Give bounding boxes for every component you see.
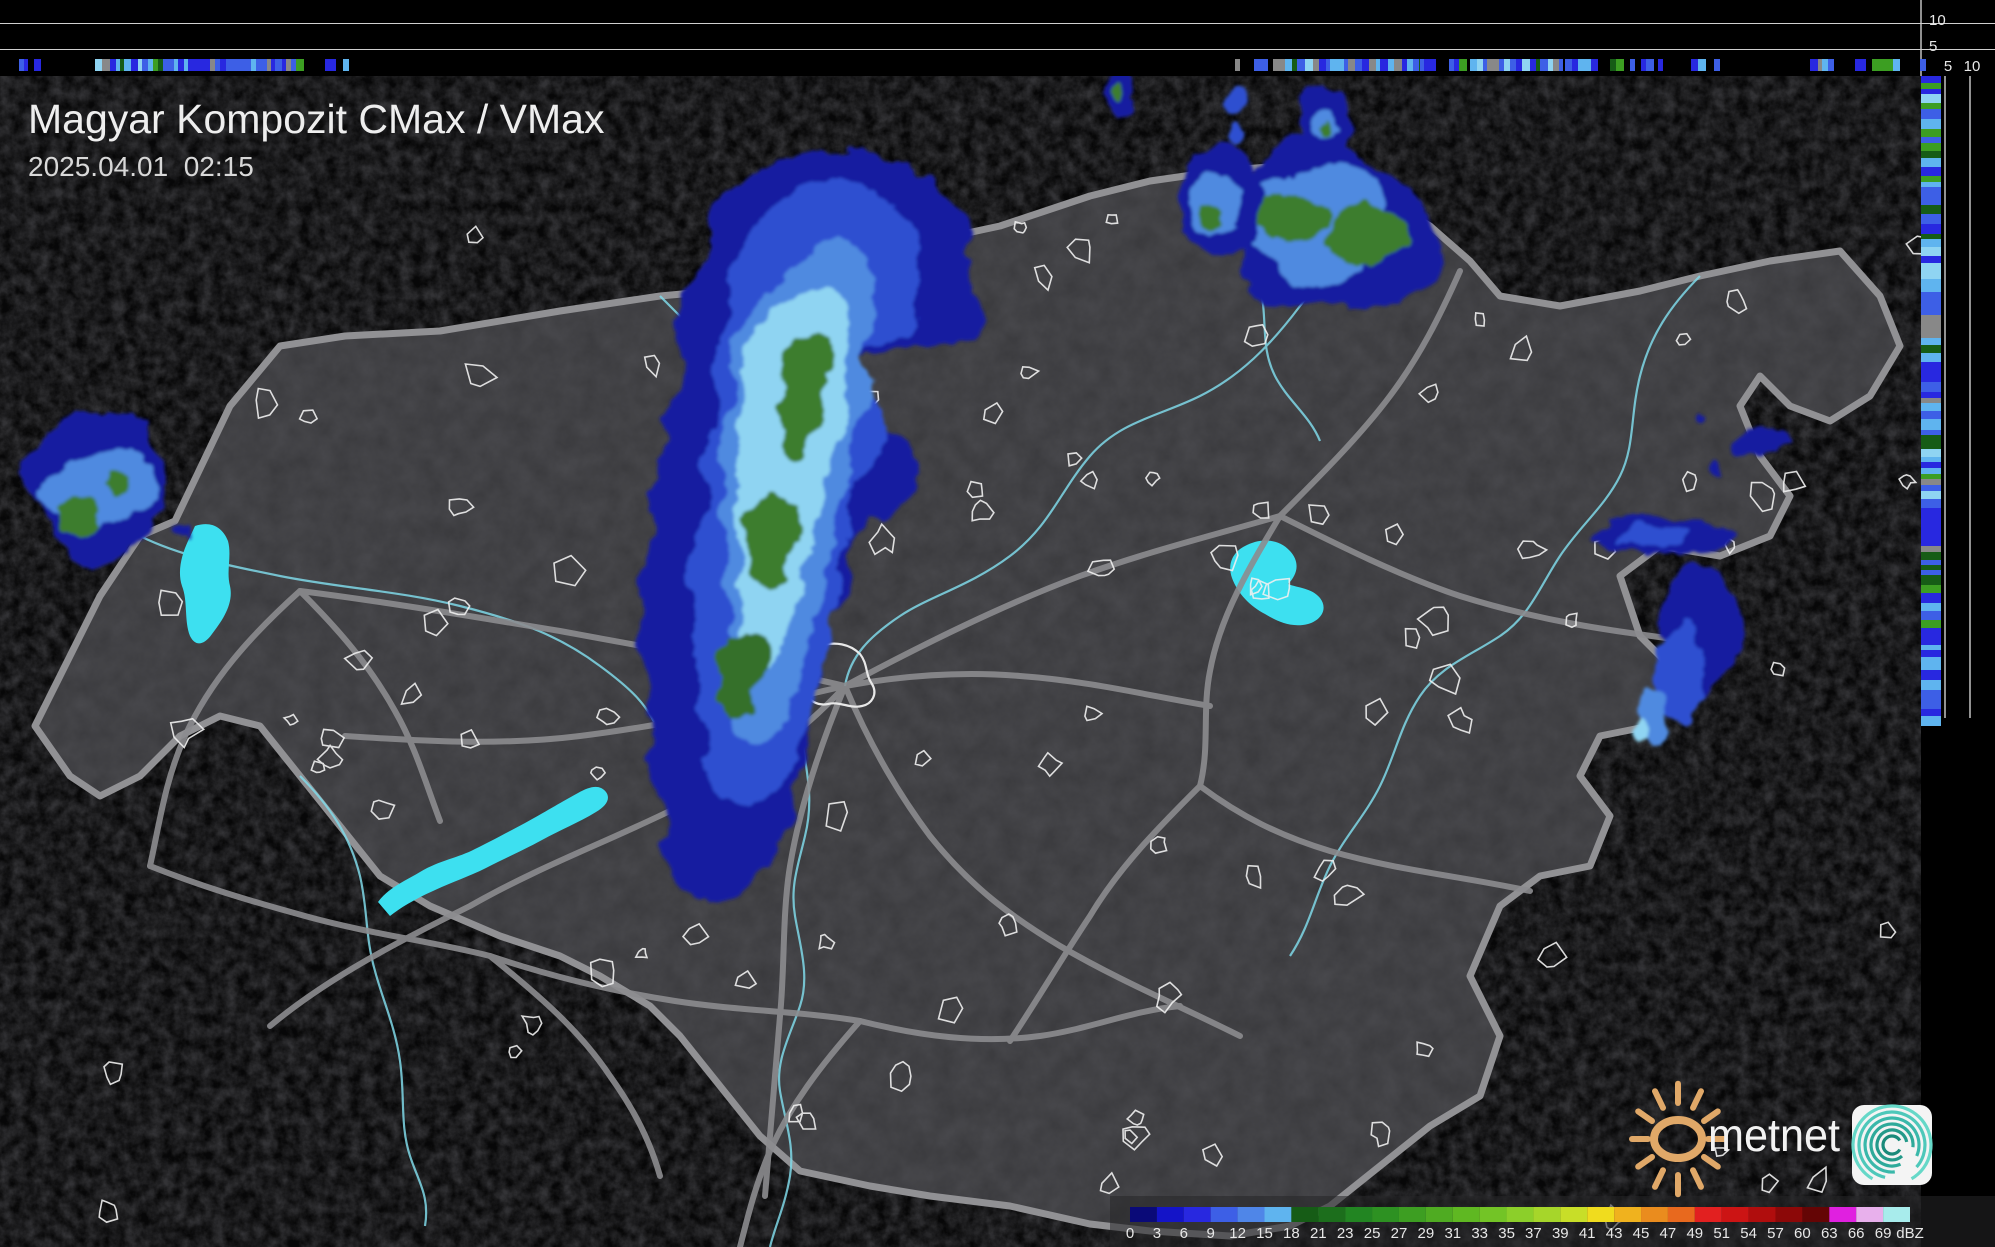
svg-text:23: 23 xyxy=(1337,1225,1354,1242)
svg-text:21: 21 xyxy=(1310,1225,1327,1242)
svg-text:5: 5 xyxy=(1944,58,1952,75)
svg-text:37: 37 xyxy=(1525,1225,1542,1242)
svg-text:10: 10 xyxy=(1964,58,1981,75)
svg-text:54: 54 xyxy=(1740,1225,1757,1242)
svg-text:metnet: metnet xyxy=(1708,1109,1840,1161)
svg-text:18: 18 xyxy=(1283,1225,1300,1242)
svg-text:43: 43 xyxy=(1606,1225,1623,1242)
svg-text:45: 45 xyxy=(1633,1225,1650,1242)
svg-text:10: 10 xyxy=(1929,12,1946,29)
svg-text:dBZ: dBZ xyxy=(1896,1225,1924,1242)
svg-text:49: 49 xyxy=(1686,1225,1703,1242)
svg-text:51: 51 xyxy=(1713,1225,1730,1242)
svg-text:5: 5 xyxy=(1929,38,1937,55)
svg-text:33: 33 xyxy=(1471,1225,1488,1242)
svg-text:31: 31 xyxy=(1444,1225,1461,1242)
svg-text:15: 15 xyxy=(1256,1225,1273,1242)
svg-text:41: 41 xyxy=(1579,1225,1596,1242)
svg-text:29: 29 xyxy=(1418,1225,1435,1242)
svg-text:35: 35 xyxy=(1498,1225,1515,1242)
svg-text:12: 12 xyxy=(1229,1225,1246,1242)
svg-text:66: 66 xyxy=(1848,1225,1865,1242)
svg-text:0: 0 xyxy=(1126,1225,1134,1242)
svg-text:47: 47 xyxy=(1660,1225,1677,1242)
svg-text:9: 9 xyxy=(1207,1225,1215,1242)
svg-text:63: 63 xyxy=(1821,1225,1838,1242)
svg-text:27: 27 xyxy=(1391,1225,1408,1242)
svg-text:25: 25 xyxy=(1364,1225,1381,1242)
svg-text:60: 60 xyxy=(1794,1225,1811,1242)
svg-text:3: 3 xyxy=(1153,1225,1161,1242)
svg-text:6: 6 xyxy=(1180,1225,1188,1242)
svg-text:39: 39 xyxy=(1552,1225,1569,1242)
svg-text:57: 57 xyxy=(1767,1225,1784,1242)
svg-text:69: 69 xyxy=(1875,1225,1892,1242)
